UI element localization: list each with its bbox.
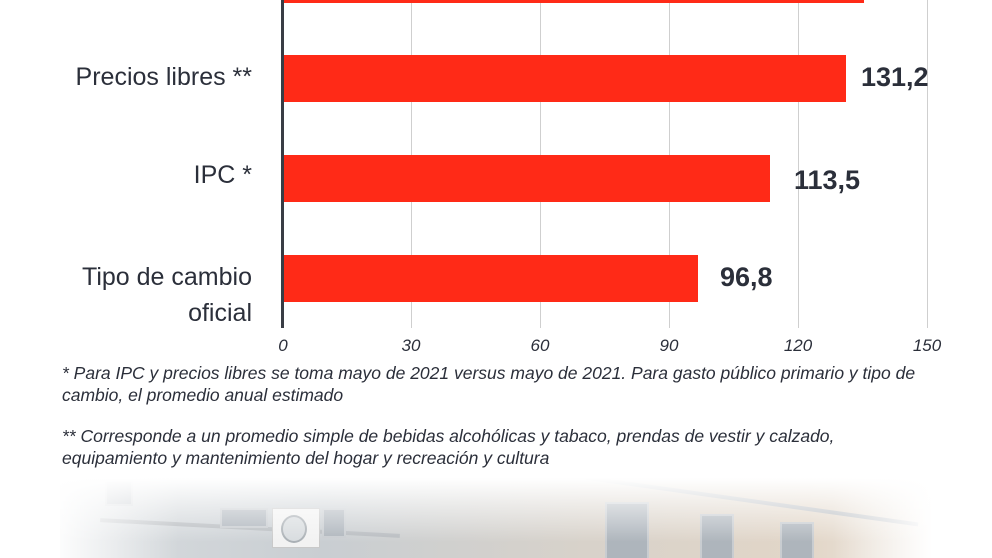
y-axis-line	[281, 0, 284, 328]
gridline-120	[798, 0, 799, 328]
bar-value-precios-libres: 131,2	[861, 62, 929, 92]
bar-top-cut	[284, 0, 864, 3]
x-tick-0: 0	[278, 336, 288, 355]
bar-chart: 131,2 Precios libres ** 113,5 IPC * 96,8…	[75, 0, 942, 355]
photo-fade-overlay	[0, 478, 992, 558]
x-tick-60: 60	[530, 336, 550, 355]
background-building-photo	[0, 478, 992, 558]
bar-tipo-de-cambio	[284, 255, 698, 302]
category-label-tipo-de-cambio-line1: Tipo de cambio	[82, 263, 252, 291]
bar-value-tipo-de-cambio: 96,8	[720, 262, 773, 292]
x-tick-120: 120	[783, 336, 813, 355]
category-label-precios-libres: Precios libres **	[75, 63, 252, 91]
x-tick-90: 90	[659, 336, 679, 355]
footnote-2: ** Corresponde a un promedio simple de b…	[62, 426, 835, 468]
x-tick-150: 150	[912, 336, 942, 355]
footnote-1: * Para IPC y precios libres se toma mayo…	[62, 363, 916, 405]
category-label-tipo-de-cambio-line2: oficial	[188, 299, 252, 327]
category-label-ipc: IPC *	[193, 161, 252, 189]
bar-ipc	[284, 155, 770, 202]
x-tick-30: 30	[401, 336, 421, 355]
bar-precios-libres	[284, 55, 846, 102]
gridline-150	[927, 0, 928, 328]
footnotes: * Para IPC y precios libres se toma mayo…	[62, 362, 942, 488]
bar-value-ipc: 113,5	[794, 165, 861, 195]
